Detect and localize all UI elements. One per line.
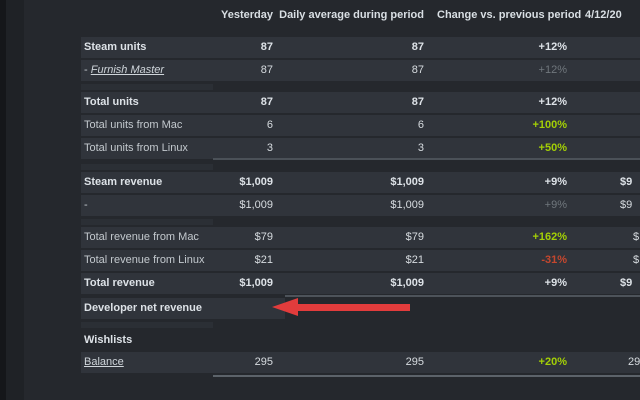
row-label: Total units from Mac [84,119,183,131]
cell-yesterday: $21 [254,254,273,266]
table-bottom-border-line [213,375,640,377]
cell-yesterday: 87 [260,64,273,76]
cell-yesterday: 87 [260,41,273,53]
table-row-revenue-mac: Total revenue from Mac $79 $79 +162% $ [81,227,640,248]
row-label: Total units from Linux [84,142,188,154]
row-label: Steam revenue [84,176,163,188]
table-row-revenue-dash: - $1,009 $1,009 +9% $9 [81,195,640,216]
cell-date-clipped: 29 [628,356,640,368]
cell-date-clipped: $9 [620,176,633,188]
cell-change: +9% [544,176,567,188]
cell-date-clipped: $9 [620,199,633,211]
cell-daily-average: $1,009 [390,199,424,211]
cell-daily-average: 295 [405,356,424,368]
dash-prefix: - [84,64,91,76]
section-separator [81,164,213,170]
cell-yesterday: $79 [254,231,273,243]
left-edge-panel-strip [6,0,24,400]
cell-yesterday: 3 [266,142,273,154]
cell-daily-average: 87 [411,64,424,76]
cell-change: +50% [538,142,567,154]
cell-change: +162% [532,231,567,243]
section-separator [81,322,213,328]
cell-daily-average: $1,009 [390,176,424,188]
cell-daily-average: 3 [417,142,424,154]
balance-link[interactable]: Balance [84,356,124,368]
row-label: - Furnish Master [84,60,164,81]
table-row-steam-revenue: Steam revenue $1,009 $1,009 +9% $9 [81,172,640,193]
cell-date-clipped: $ [633,254,640,266]
cell-yesterday: $1,009 [239,199,273,211]
cell-change: +12% [538,96,567,108]
row-label: Total revenue from Linux [84,254,205,266]
header-daily-average: Daily average during period [279,9,424,21]
row-label: - [84,199,88,211]
cell-change: +12% [538,64,567,76]
cell-yesterday: 87 [260,96,273,108]
table-row-developer-net-revenue: Developer net revenue $514 [81,298,285,319]
cell-change: +12% [538,41,567,53]
cell-change: +20% [538,356,567,368]
cell-change: -31% [541,254,567,266]
section-separator [81,84,213,90]
cell-daily-average: 87 [411,96,424,108]
arrow-tail [296,303,410,311]
row-label: Total revenue from Mac [84,231,199,243]
row-label: Developer net revenue [84,302,202,314]
section-border-line [213,158,640,160]
cell-daily-average: 6 [417,119,424,131]
row-label: Total units [84,96,139,108]
cell-daily-average: 87 [411,41,424,53]
row-label: Total revenue [84,277,155,289]
table-row-units-linux: Total units from Linux 3 3 +50% [81,138,640,159]
cell-date-clipped: $ [633,231,640,243]
table-row-total-units: Total units 87 87 +12% [81,92,640,113]
header-change: Change vs. previous period [437,9,582,21]
cell-change: +9% [544,199,567,211]
row-label: Steam units [84,41,147,53]
cell-yesterday: 6 [266,119,273,131]
cell-daily-average: $21 [405,254,424,266]
cell-change: +100% [532,119,567,131]
table-row-units-mac: Total units from Mac 6 6 +100% [81,115,640,136]
header-yesterday: Yesterday [221,9,273,21]
cell-daily-average: $79 [405,231,424,243]
section-border-line [285,295,640,297]
table-row-revenue-linux: Total revenue from Linux $21 $21 -31% $ [81,250,640,271]
cell-date-clipped: $9 [620,277,633,289]
arrow-head-icon [272,298,298,316]
table-row-balance: Balance 295 295 +20% 29 [81,352,640,373]
furnish-master-link[interactable]: Furnish Master [90,64,165,76]
cell-daily-average: $1,009 [390,277,424,289]
table-header-row: Yesterday Daily average during period Ch… [81,7,640,23]
section-separator [81,219,213,225]
header-date-clipped: 4/12/20 [585,9,622,21]
table-row-total-revenue: Total revenue $1,009 $1,009 +9% $9 [81,273,640,294]
left-edge-dark-strip [0,0,6,400]
table-row-wishlists-header: Wishlists [81,330,640,351]
cell-yesterday: $1,009 [239,176,273,188]
cell-yesterday: $1,009 [239,277,273,289]
table-row-furnish-master: - Furnish Master 87 87 +12% [81,60,640,81]
row-label: Wishlists [84,334,133,346]
table-row-steam-units: Steam units 87 87 +12% [81,37,640,58]
red-annotation-arrow [272,298,410,316]
cell-yesterday: 295 [254,356,273,368]
cell-change: +9% [544,277,567,289]
